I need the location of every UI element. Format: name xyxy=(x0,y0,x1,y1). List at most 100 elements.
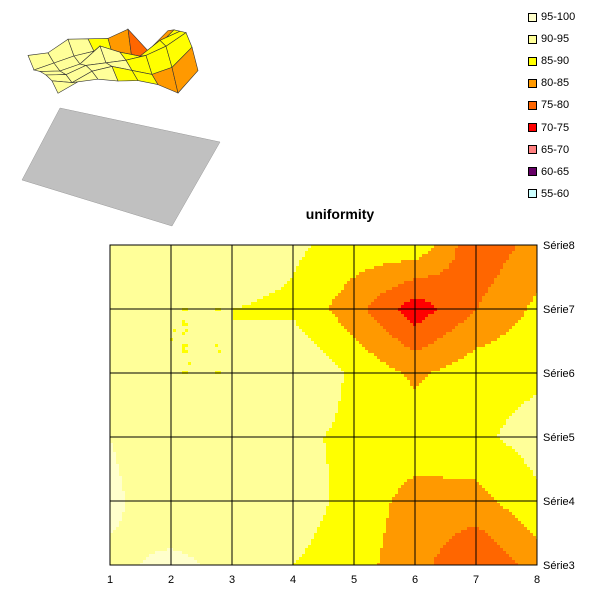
contour-cell xyxy=(308,326,311,329)
contour-cell xyxy=(263,254,266,257)
legend-item: 80-85 xyxy=(528,72,598,94)
contour-cell xyxy=(491,290,494,293)
contour-cell xyxy=(284,344,287,347)
contour-cell xyxy=(512,248,515,251)
contour-cell xyxy=(524,335,527,338)
contour-cell xyxy=(335,338,338,341)
contour-cell xyxy=(281,332,284,335)
contour-cell xyxy=(455,284,458,287)
contour-cell xyxy=(434,245,437,248)
contour-cell xyxy=(218,293,221,296)
contour-cell xyxy=(482,335,485,338)
contour-cell xyxy=(494,281,497,284)
contour-cell xyxy=(131,338,134,341)
contour-cell xyxy=(410,263,413,266)
contour-cell xyxy=(311,296,314,299)
contour-cell xyxy=(248,248,251,251)
contour-cell xyxy=(317,332,320,335)
contour-cell xyxy=(437,329,440,332)
contour-cell xyxy=(260,281,263,284)
contour-cell xyxy=(443,263,446,266)
contour-cell xyxy=(242,293,245,296)
contour-cell xyxy=(245,341,248,344)
contour-cell xyxy=(149,281,152,284)
contour-cell xyxy=(329,338,332,341)
contour-cell xyxy=(164,266,167,269)
contour-cell xyxy=(278,287,281,290)
contour-cell xyxy=(128,284,131,287)
contour-cell xyxy=(155,290,158,293)
contour-cell xyxy=(299,302,302,305)
contour-cell xyxy=(374,326,377,329)
contour-cell xyxy=(338,266,341,269)
contour-cell xyxy=(506,323,509,326)
contour-cell xyxy=(215,293,218,296)
contour-cell xyxy=(533,320,536,323)
contour-cell xyxy=(296,251,299,254)
contour-cell xyxy=(299,317,302,320)
contour-cell xyxy=(245,311,248,314)
contour-cell xyxy=(173,272,176,275)
contour-cell xyxy=(245,299,248,302)
contour-cell xyxy=(251,287,254,290)
contour-cell xyxy=(200,338,203,341)
contour-cell xyxy=(287,296,290,299)
contour-cell xyxy=(242,314,245,317)
contour-cell xyxy=(341,326,344,329)
contour-cell xyxy=(122,320,125,323)
contour-cell xyxy=(476,248,479,251)
contour-cell xyxy=(527,272,530,275)
contour-cell xyxy=(236,278,239,281)
contour-cell xyxy=(272,257,275,260)
contour-cell xyxy=(281,251,284,254)
contour-cell xyxy=(185,329,188,332)
contour-cell xyxy=(224,347,227,350)
contour-cell xyxy=(224,317,227,320)
contour-cell xyxy=(389,251,392,254)
contour-cell xyxy=(140,299,143,302)
contour-cell xyxy=(377,278,380,281)
contour-cell xyxy=(362,290,365,293)
contour-cell xyxy=(209,314,212,317)
contour-cell xyxy=(266,293,269,296)
contour-cell xyxy=(113,314,116,317)
contour-cell xyxy=(233,311,236,314)
contour-cell xyxy=(416,305,419,308)
contour-cell xyxy=(503,344,506,347)
contour-cell xyxy=(482,332,485,335)
contour-cell xyxy=(125,332,128,335)
contour-cell xyxy=(269,299,272,302)
contour-cell xyxy=(383,269,386,272)
contour-cell xyxy=(293,344,296,347)
contour-cell xyxy=(326,335,329,338)
contour-cell xyxy=(317,314,320,317)
contour-cell xyxy=(140,257,143,260)
contour-cell xyxy=(272,281,275,284)
contour-cell xyxy=(287,269,290,272)
contour-cell xyxy=(221,320,224,323)
contour-cell xyxy=(533,329,536,332)
contour-cell xyxy=(284,266,287,269)
contour-cell xyxy=(464,254,467,257)
contour-cell xyxy=(275,272,278,275)
contour-cell xyxy=(206,332,209,335)
contour-cell xyxy=(440,260,443,263)
contour-cell xyxy=(260,269,263,272)
contour-cell xyxy=(440,314,443,317)
contour-cell xyxy=(356,275,359,278)
contour-cell xyxy=(149,278,152,281)
contour-cell xyxy=(119,305,122,308)
contour-cell xyxy=(317,305,320,308)
contour-cell xyxy=(374,293,377,296)
contour-cell xyxy=(119,248,122,251)
contour-cell xyxy=(452,344,455,347)
contour-cell xyxy=(395,320,398,323)
contour-cell xyxy=(203,326,206,329)
contour-cell xyxy=(281,284,284,287)
contour-cell xyxy=(320,272,323,275)
contour-cell xyxy=(263,257,266,260)
contour-cell xyxy=(521,281,524,284)
contour-cell xyxy=(401,290,404,293)
contour-cell xyxy=(389,344,392,347)
contour-cell xyxy=(218,317,221,320)
